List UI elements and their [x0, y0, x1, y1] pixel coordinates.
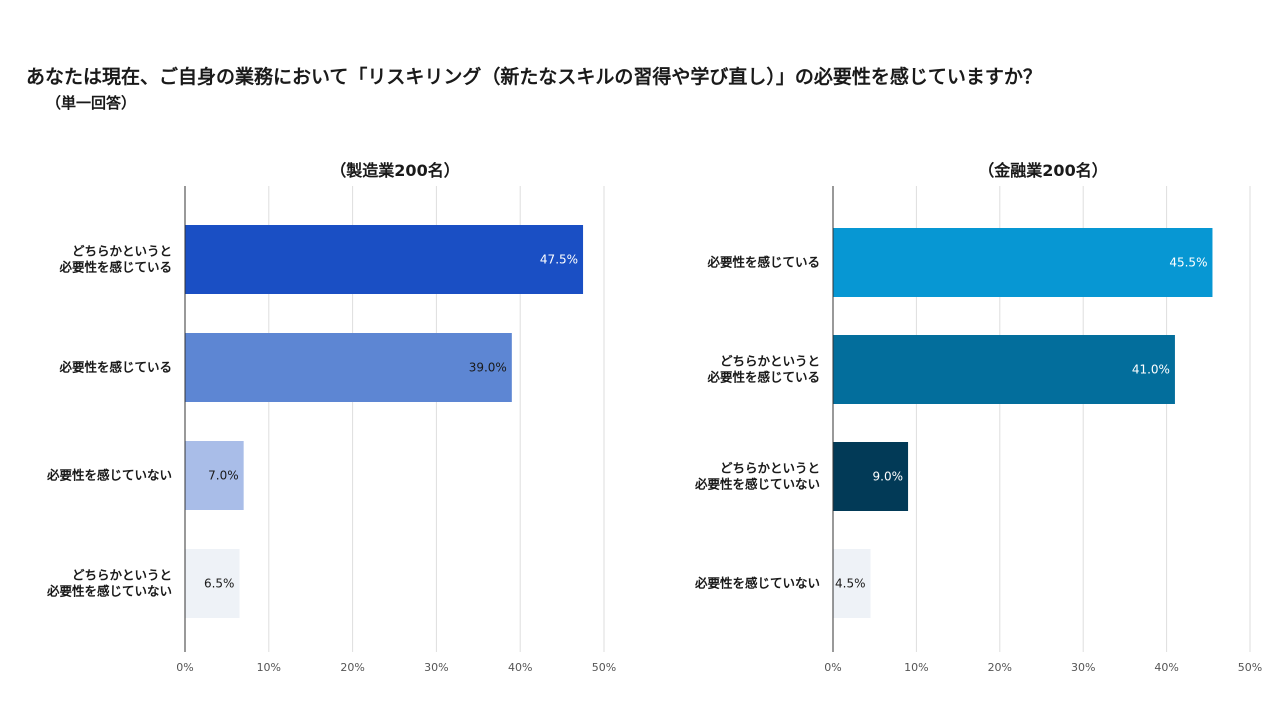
category-label: どちらかというと: [72, 568, 172, 583]
bar: [833, 335, 1175, 404]
category-label: どちらかというと: [72, 244, 172, 259]
page-subtitle: （単一回答）: [46, 94, 137, 112]
data-label: 45.5%: [1169, 256, 1207, 270]
data-label: 4.5%: [835, 577, 866, 591]
data-label: 41.0%: [1132, 363, 1170, 377]
bar: [185, 333, 512, 402]
bar: [185, 441, 244, 510]
chart-manufacturing: 0% 10% 20% 30% 40% 50%47.5%どちらかというと必要性を感じている3…: [46, 186, 616, 674]
x-tick-label: 30%: [1071, 661, 1095, 674]
x-tick-label: 0%: [176, 661, 193, 674]
x-tick-label: 40%: [508, 661, 532, 674]
x-tick-label: 20%: [988, 661, 1012, 674]
bar: [833, 442, 909, 511]
x-tick-label: 40%: [1154, 661, 1178, 674]
category-label: 必要性を感じていない: [46, 584, 172, 599]
chart-title-finance: （金融業200名）: [978, 161, 1108, 180]
x-tick-label: 10%: [257, 661, 281, 674]
data-label: 6.5%: [204, 577, 235, 591]
data-label: 47.5%: [540, 253, 578, 267]
page-title: あなたは現在、ご自身の業務において「リスキリング（新たなスキルの習得や学び直し）…: [26, 66, 1042, 88]
data-label: 39.0%: [469, 361, 507, 375]
bar: [833, 228, 1213, 297]
x-tick-label: 50%: [592, 661, 616, 674]
x-tick-label: 20%: [340, 661, 364, 674]
category-label: 必要性を感じている: [706, 370, 820, 385]
category-label: 必要性を感じている: [58, 260, 172, 275]
x-tick-label: 10%: [904, 661, 928, 674]
category-label: どちらかというと: [720, 354, 820, 369]
chart-finance: 0% 10% 20% 30% 40% 50% 45.5% 必要性を感じている 41.0% どちらか…: [694, 186, 1262, 674]
x-tick-label: 0%: [824, 661, 841, 674]
category-label: 必要性を感じている: [706, 255, 820, 270]
category-label: 必要性を感じていない: [694, 576, 820, 591]
category-label: 必要性を感じていない: [46, 468, 172, 483]
category-label: どちらかというと: [720, 461, 820, 476]
data-label: 7.0%: [208, 469, 239, 483]
category-label: 必要性を感じていない: [694, 477, 820, 492]
bar: [185, 549, 240, 618]
bar: [833, 549, 871, 618]
x-tick-label: 50%: [1238, 661, 1262, 674]
category-label: 必要性を感じている: [58, 360, 172, 375]
data-label: 9.0%: [873, 470, 904, 484]
x-tick-label: 30%: [424, 661, 448, 674]
chart-title-manufacturing: （製造業200名）: [330, 161, 460, 180]
bar: [185, 225, 584, 294]
